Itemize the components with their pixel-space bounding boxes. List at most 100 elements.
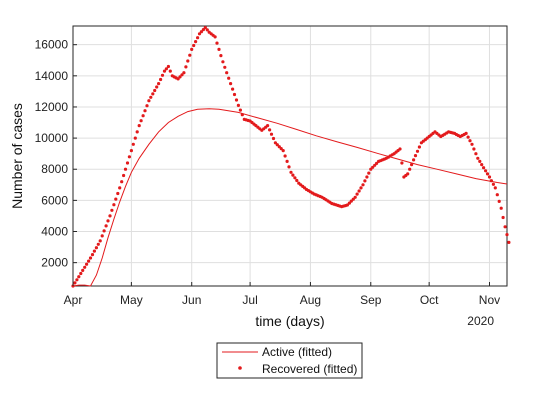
- recovered-marker: [164, 67, 168, 71]
- recovered-marker: [141, 114, 145, 118]
- recovered-marker: [112, 203, 116, 207]
- recovered-marker: [166, 64, 170, 69]
- recovered-marker: [478, 159, 482, 163]
- x-tick-label: Nov: [479, 293, 500, 307]
- recovered-marker: [219, 54, 223, 58]
- recovered-marker: [129, 149, 133, 153]
- y-tick-label: 2000: [41, 256, 68, 270]
- recovered-marker: [285, 159, 289, 163]
- recovered-marker: [480, 163, 484, 167]
- recovered-marker: [464, 131, 468, 135]
- legend-marker-swatch: [238, 366, 242, 370]
- recovered-marker: [116, 191, 120, 196]
- x-tick-label: May: [120, 293, 143, 307]
- recovered-marker: [268, 128, 272, 132]
- recovered-marker: [417, 145, 421, 149]
- recovered-marker: [361, 183, 365, 187]
- recovered-marker: [88, 256, 93, 260]
- recovered-marker: [363, 179, 367, 183]
- recovered-marker: [127, 155, 131, 159]
- recovered-marker: [236, 103, 240, 107]
- recovered-marker: [507, 240, 511, 244]
- recovered-marker: [118, 186, 122, 190]
- recovered-marker: [194, 40, 198, 44]
- recovered-marker: [155, 85, 159, 89]
- recovered-marker: [367, 171, 371, 175]
- recovered-marker: [487, 175, 492, 179]
- recovered-marker: [159, 77, 163, 82]
- recovered-marker: [501, 215, 505, 220]
- x-tick-label: Jul: [242, 293, 257, 307]
- year-label: 2020: [467, 314, 494, 328]
- recovered-marker: [178, 75, 182, 79]
- recovered-marker: [491, 182, 495, 186]
- recovered-marker: [104, 224, 108, 228]
- recovered-marker: [281, 149, 285, 153]
- recovered-marker: [73, 281, 77, 285]
- x-axis: Apr May Jun Jul Aug Sep Oct Nov: [64, 282, 500, 307]
- recovered-marker: [190, 47, 194, 52]
- series-layer: [71, 26, 511, 288]
- recovered-marker: [139, 119, 143, 123]
- recovered-marker: [240, 113, 244, 117]
- x-axis-label: time (days): [255, 313, 324, 329]
- y-tick-label: 10000: [35, 131, 69, 145]
- recovered-marker: [217, 47, 221, 52]
- recovered-marker: [203, 26, 207, 30]
- y-axis-label: Number of cases: [9, 103, 25, 209]
- recovered-marker: [213, 35, 217, 39]
- recovered-marker: [77, 275, 81, 279]
- recovered-marker: [147, 99, 151, 103]
- recovered-marker: [406, 172, 410, 176]
- x-tick-label: Sep: [360, 293, 382, 307]
- recovered-marker: [186, 59, 190, 63]
- recovered-marker: [474, 152, 478, 156]
- recovered-marker: [114, 197, 118, 201]
- recovered-marker: [205, 28, 209, 32]
- recovered-marker: [145, 104, 149, 108]
- recovered-marker: [100, 234, 104, 238]
- recovered-marker: [135, 130, 139, 134]
- recovered-marker: [413, 154, 418, 158]
- recovered-marker: [196, 36, 200, 40]
- recovered-marker: [287, 165, 291, 169]
- recovered-marker: [266, 124, 270, 128]
- recovered-marker: [349, 199, 353, 203]
- recovered-marker: [234, 98, 239, 102]
- recovered-marker: [131, 142, 135, 146]
- y-tick-label: 8000: [41, 162, 68, 176]
- recovered-marker: [289, 170, 293, 174]
- y-tick-label: 6000: [41, 193, 68, 207]
- y-axis: 2000 4000 6000 8000 10000 12000 14000 16000: [35, 38, 77, 270]
- recovered-marker: [347, 201, 351, 205]
- recovered-marker: [123, 167, 128, 171]
- recovered-marker: [365, 175, 369, 179]
- recovered-marker: [83, 265, 87, 269]
- recovered-marker: [472, 147, 476, 151]
- legend-entry-active: Active (fitted): [262, 345, 332, 359]
- recovered-marker: [137, 124, 141, 128]
- recovered-marker: [283, 154, 287, 158]
- recovered-marker: [232, 92, 237, 97]
- recovered-marker: [133, 136, 137, 140]
- x-tick-label: Aug: [300, 293, 321, 307]
- series-line-active: [72, 108, 508, 287]
- recovered-marker: [180, 73, 184, 77]
- recovered-marker: [143, 109, 147, 113]
- recovered-marker: [221, 60, 225, 64]
- recovered-marker: [269, 132, 274, 136]
- series-markers-recovered: [71, 26, 511, 288]
- recovered-marker: [110, 208, 114, 212]
- recovered-marker: [468, 139, 472, 143]
- recovered-marker: [75, 278, 79, 282]
- recovered-marker: [153, 88, 157, 93]
- recovered-marker: [188, 53, 192, 57]
- recovered-marker: [238, 108, 242, 112]
- recovered-marker: [375, 161, 379, 165]
- recovered-marker: [168, 69, 172, 73]
- recovered-marker: [489, 179, 493, 183]
- recovered-marker: [87, 259, 91, 263]
- x-tick-label: Jun: [182, 293, 201, 307]
- recovered-marker: [231, 87, 235, 91]
- recovered-marker: [505, 233, 509, 237]
